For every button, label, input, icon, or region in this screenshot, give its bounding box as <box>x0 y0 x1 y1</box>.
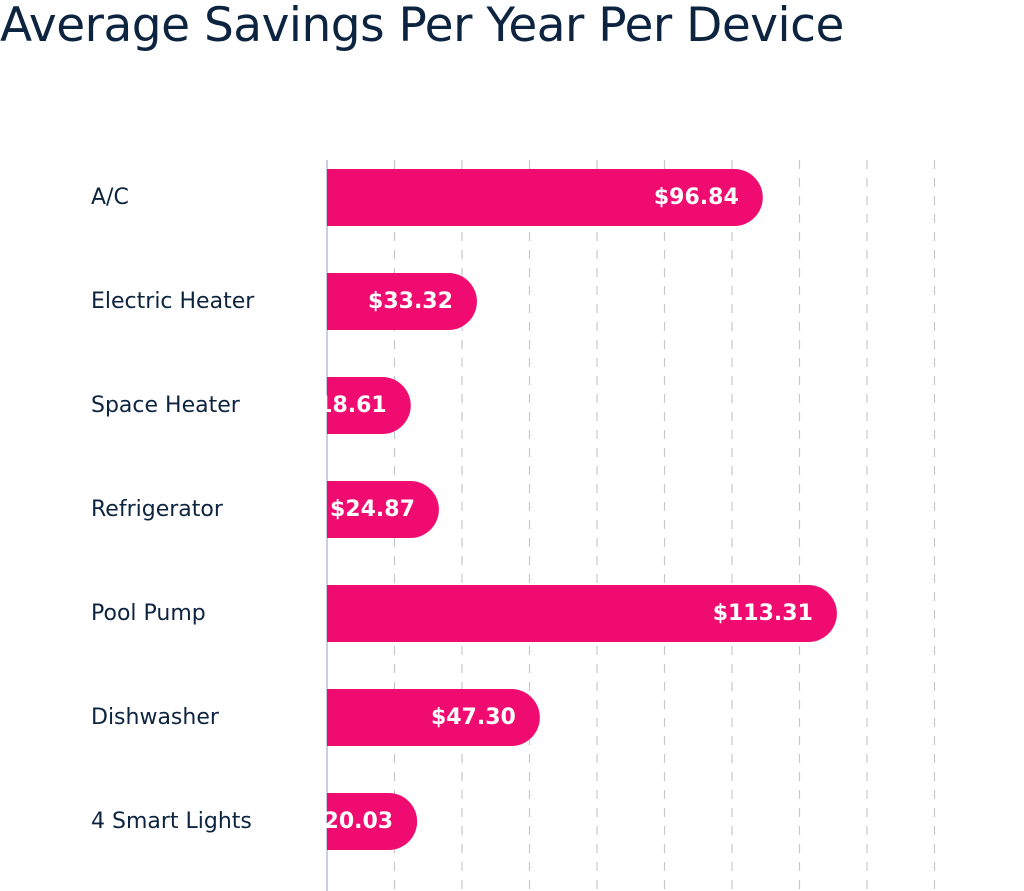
value-label: $96.84 <box>654 185 739 210</box>
category-label: Pool Pump <box>91 601 206 626</box>
value-label: $113.31 <box>713 601 813 626</box>
value-label: $18.61 <box>302 393 387 418</box>
category-label: 4 Smart Lights <box>91 809 252 834</box>
chart-title: Average Savings Per Year Per Device <box>0 0 844 53</box>
category-label: Refrigerator <box>91 497 224 522</box>
value-label: $20.03 <box>308 809 393 834</box>
category-label: Dishwasher <box>91 705 220 730</box>
category-labels: A/C Electric Heater Space Heater Refrigerat… <box>91 185 255 834</box>
bar <box>327 377 411 434</box>
category-label: Space Heater <box>91 393 241 418</box>
value-label: $47.30 <box>431 705 516 730</box>
bar <box>327 273 477 330</box>
bar <box>327 585 837 642</box>
bar <box>327 481 439 538</box>
value-label: $33.32 <box>368 289 453 314</box>
bars <box>327 169 837 850</box>
bar <box>327 169 763 226</box>
grid-lines <box>393 160 936 891</box>
value-labels: $96.84 $33.32 $18.61 $24.87 $113.31 $47.30 $20… <box>302 185 813 834</box>
category-label: A/C <box>91 185 129 210</box>
category-label: Electric Heater <box>91 289 255 314</box>
bar <box>327 793 418 850</box>
value-label: $24.87 <box>330 497 415 522</box>
bar <box>327 689 540 746</box>
